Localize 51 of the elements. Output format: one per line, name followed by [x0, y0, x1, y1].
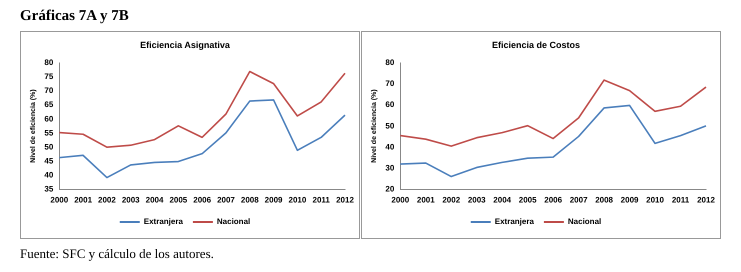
x-tick-label: 2005: [518, 195, 538, 204]
y-tick-label: 45: [44, 156, 54, 166]
x-tick-label: 2001: [416, 195, 436, 204]
y-tick-label: 50: [44, 142, 54, 152]
x-tick-label: 2003: [122, 195, 140, 204]
x-tick-label: 2008: [595, 195, 614, 204]
x-tick-label: 2011: [312, 195, 330, 204]
x-tick-label: 2003: [468, 195, 486, 204]
y-tick-label: 60: [44, 114, 54, 124]
x-tick-label: 2002: [98, 195, 116, 204]
x-tick-label: 2009: [620, 195, 640, 204]
y-tick-label: 20: [385, 184, 395, 194]
y-tick-label: 40: [385, 142, 395, 152]
chart-title: Eficiencia de Costos: [492, 40, 580, 50]
x-tick-label: 2012: [697, 195, 716, 204]
y-tick-label: 30: [385, 164, 395, 173]
x-tick-label: 2006: [544, 195, 563, 204]
legend-label: Extranjera: [494, 217, 534, 226]
legend-label: Extranjera: [144, 217, 184, 226]
text: Gráficas 7A y 7B: [20, 8, 129, 25]
y-tick-label: 40: [44, 170, 54, 180]
y-tick-label: 35: [44, 184, 54, 194]
x-tick-label: 2000: [50, 195, 69, 204]
x-tick-label: 2011: [672, 195, 690, 204]
y-tick-label: 65: [44, 100, 54, 110]
y-tick-label: 70: [44, 86, 54, 96]
x-tick-label: 2000: [391, 195, 410, 204]
chart-title: Eficiencia Asignativa: [140, 40, 231, 50]
y-tick-label: 80: [385, 58, 395, 68]
legend-label: Nacional: [568, 217, 602, 226]
x-tick-label: 2010: [646, 195, 664, 204]
x-tick-label: 2010: [288, 195, 307, 204]
x-tick-label: 2004: [146, 195, 164, 204]
y-tick-label: 50: [385, 121, 395, 130]
y-tick-label: 70: [385, 79, 395, 88]
x-tick-label: 2007: [570, 195, 588, 204]
y-tick-label: 60: [385, 100, 395, 110]
x-tick-label: 2008: [240, 195, 260, 204]
y-tick-label: 75: [44, 72, 54, 82]
x-tick-label: 2002: [442, 195, 461, 204]
x-tick-label: 2012: [336, 195, 354, 204]
x-tick-label: 2001: [74, 195, 93, 204]
source-note: Fuente: SFC y cálculo de los autores.: [20, 246, 214, 262]
y-tick-label: 80: [44, 58, 54, 68]
legend-label: Nacional: [216, 217, 250, 226]
x-tick-label: 2006: [193, 195, 212, 204]
x-tick-label: 2005: [169, 195, 188, 204]
y-tick-label: 55: [44, 128, 54, 138]
x-tick-label: 2007: [217, 195, 236, 204]
x-tick-label: 2009: [264, 195, 284, 204]
x-tick-label: 2004: [493, 195, 512, 204]
